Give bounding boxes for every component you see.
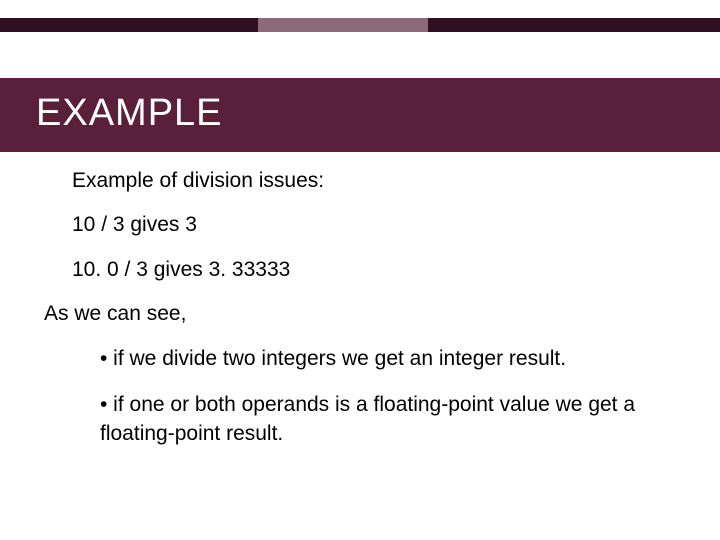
bullet-item: • if we divide two integers we get an in… <box>100 345 684 373</box>
title-band: EXAMPLE <box>0 78 720 152</box>
accent-segment-mid <box>258 18 428 32</box>
accent-segment-left <box>0 18 258 32</box>
example-int-division: 10 / 3 gives 3 <box>44 212 684 238</box>
bullet-item: • if one or both operands is a floating-… <box>100 391 684 448</box>
top-accent-bar <box>0 18 720 32</box>
slide-title: EXAMPLE <box>0 78 720 132</box>
observation-lead: As we can see, <box>44 301 684 327</box>
body-content: Example of division issues: 10 / 3 gives… <box>44 168 684 466</box>
example-float-division: 10. 0 / 3 gives 3. 33333 <box>44 257 684 283</box>
accent-segment-right <box>428 18 720 32</box>
slide: { "colors": { "band": "#5a1f3a", "accent… <box>0 0 720 540</box>
intro-line: Example of division issues: <box>44 168 684 194</box>
bullet-list: • if we divide two integers we get an in… <box>44 345 684 448</box>
